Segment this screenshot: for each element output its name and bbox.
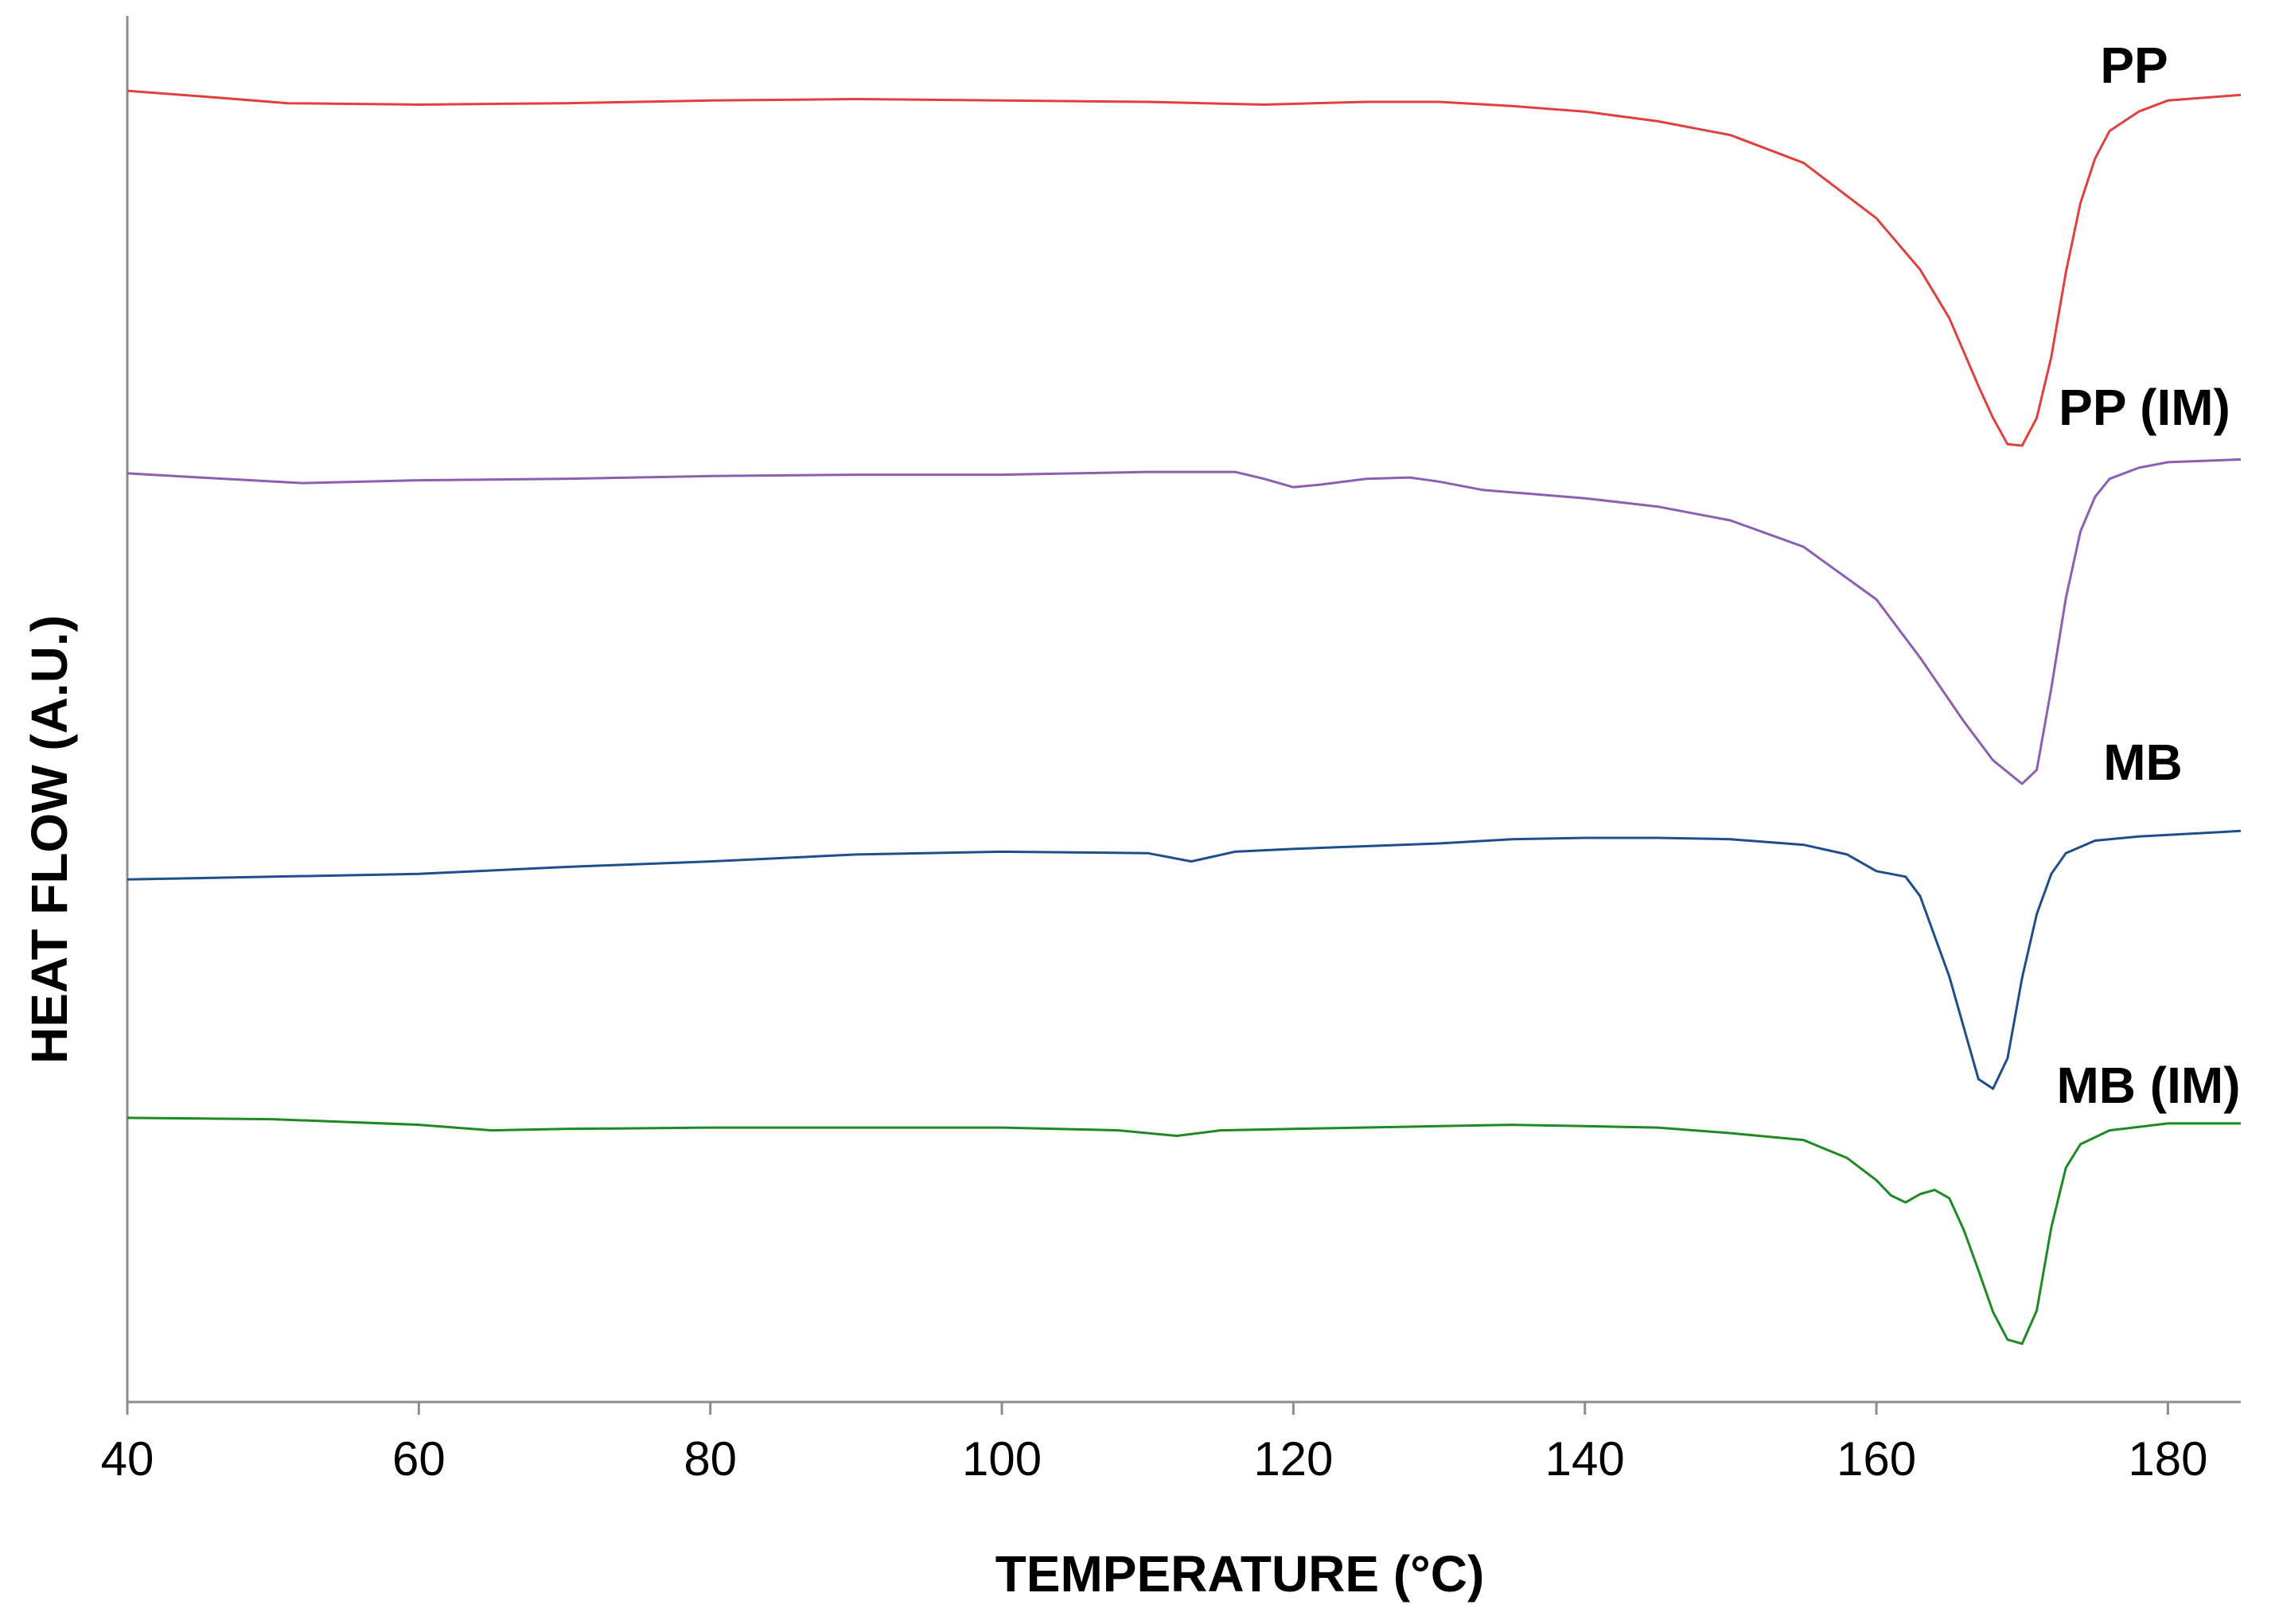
series-group (127, 89, 2242, 1346)
y-axis-title: HEAT FLOW (A.U.) (21, 615, 78, 1064)
x-tick-label-60: 60 (392, 1432, 446, 1486)
x-tick-label-80: 80 (684, 1432, 737, 1486)
series-label-mb: MB (2103, 734, 2183, 791)
series-label-pp: PP (2100, 37, 2168, 94)
series-label-mb-im: MB (IM) (2056, 1057, 2240, 1114)
x-ticks: 40 60 80 100 120 140 160 180 (101, 1402, 2207, 1486)
series-line-pp (127, 89, 2242, 447)
x-tick-label-180: 180 (2128, 1432, 2207, 1486)
x-tick-label-120: 120 (1253, 1432, 1333, 1486)
x-tick-label-160: 160 (1837, 1432, 1916, 1486)
x-tick-label-40: 40 (101, 1432, 154, 1486)
series-line-pp-im (127, 458, 2242, 785)
x-axis-title: TEMPERATURE (°C) (995, 1545, 1485, 1603)
series-line-mb-im (127, 1116, 2241, 1346)
series-line-mb (127, 829, 2242, 1090)
series-label-pp-im: PP (IM) (2059, 379, 2230, 436)
x-tick-label-100: 100 (962, 1432, 1042, 1486)
x-tick-label-140: 140 (1545, 1432, 1625, 1486)
series-labels: PP PP (IM) MB MB (IM) (2056, 37, 2240, 1114)
